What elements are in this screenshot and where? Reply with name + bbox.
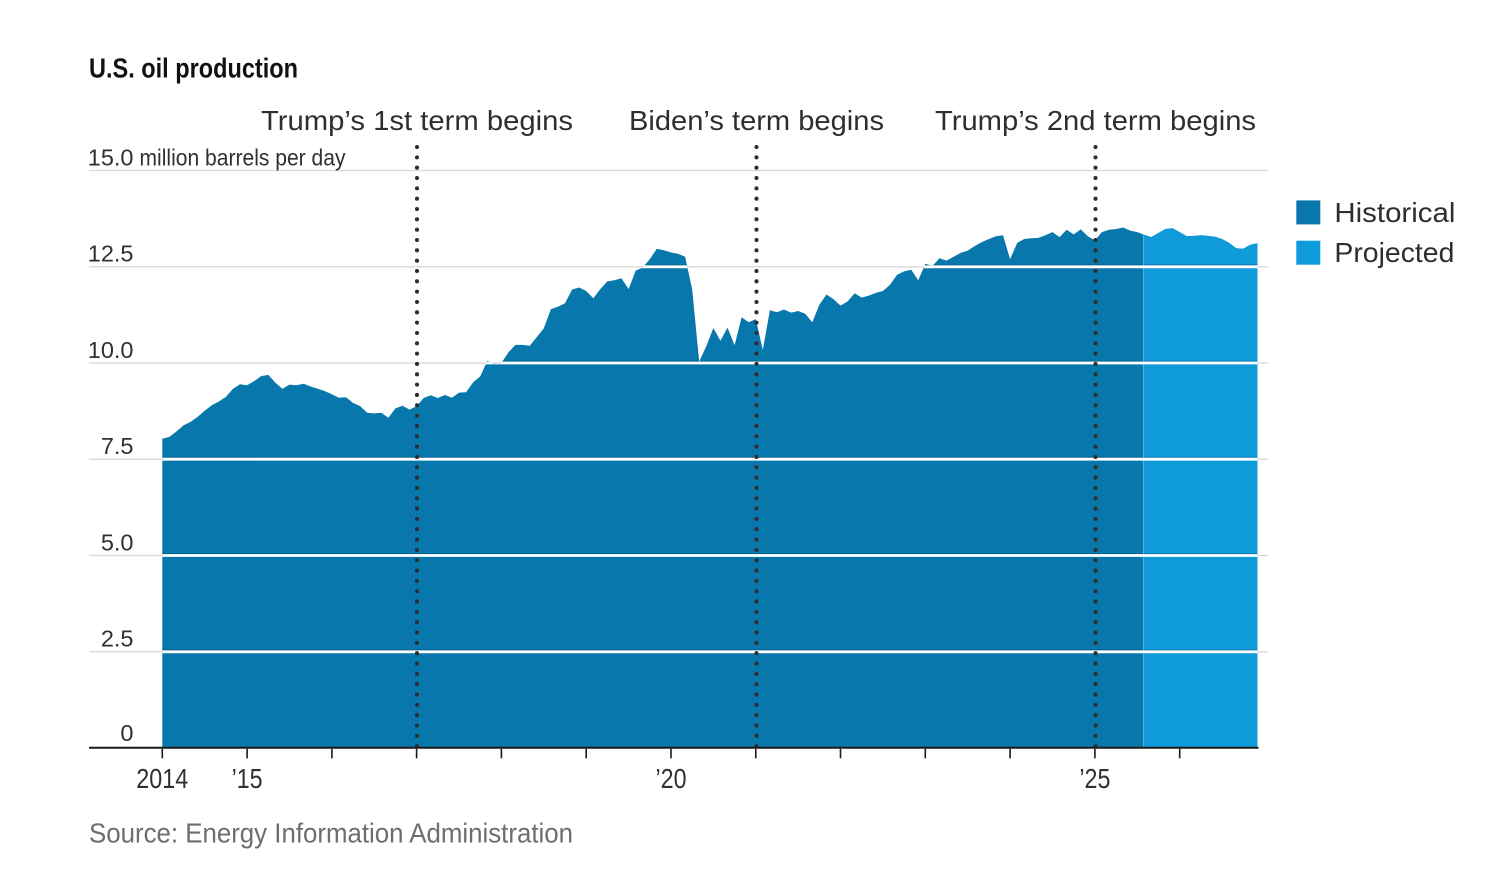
svg-text:Historical: Historical <box>1334 197 1455 228</box>
svg-text:2014: 2014 <box>136 763 188 794</box>
svg-text:0: 0 <box>120 720 133 746</box>
svg-text:10.0: 10.0 <box>88 337 134 363</box>
svg-text:’15: ’15 <box>232 763 263 794</box>
svg-text:Projected: Projected <box>1334 237 1454 268</box>
svg-text:15.0: 15.0 <box>88 144 134 170</box>
svg-text:Trump’s 2nd term begins: Trump’s 2nd term begins <box>935 105 1256 136</box>
svg-text:12.5: 12.5 <box>88 241 134 267</box>
svg-text:Biden’s term begins: Biden’s term begins <box>629 105 884 136</box>
svg-text:U.S. oil production: U.S. oil production <box>89 53 298 84</box>
svg-text:5.0: 5.0 <box>101 529 134 555</box>
svg-text:Trump’s 1st term begins: Trump’s 1st term begins <box>261 105 573 136</box>
svg-text:’20: ’20 <box>656 763 687 794</box>
svg-text:7.5: 7.5 <box>101 433 134 459</box>
svg-text:million barrels per day: million barrels per day <box>140 144 346 170</box>
svg-text:’25: ’25 <box>1079 763 1110 794</box>
svg-text:2.5: 2.5 <box>101 626 134 652</box>
svg-text:Source: Energy Information Adm: Source: Energy Information Administratio… <box>89 818 573 849</box>
